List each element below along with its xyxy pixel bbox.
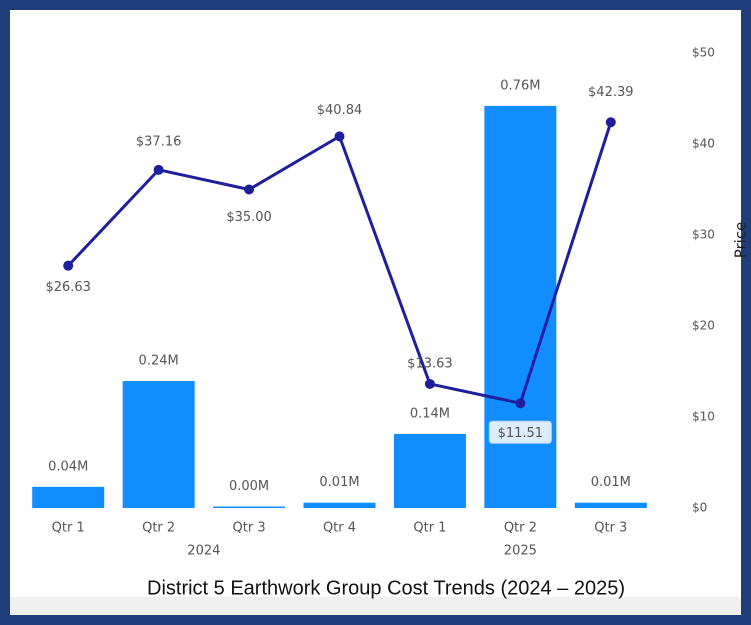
line-point xyxy=(63,260,74,271)
line-point xyxy=(605,117,616,128)
bar xyxy=(122,381,195,508)
y2-tick-label: $40 xyxy=(692,137,715,151)
bar-value-label: 0.01M xyxy=(591,475,631,490)
line-value-label: $35.00 xyxy=(226,210,272,225)
line-value-label: $40.84 xyxy=(317,103,363,118)
line-value-label: $26.63 xyxy=(45,280,91,295)
bar-value-label: 0.14M xyxy=(410,406,450,421)
line-point xyxy=(334,131,345,142)
x-group-label: 2025 xyxy=(504,544,537,559)
x-tick-label: Qtr 1 xyxy=(52,521,85,536)
x-tick-label: Qtr 1 xyxy=(413,521,446,536)
footer-strip xyxy=(10,597,741,615)
y2-tick-label: $30 xyxy=(692,228,715,242)
label-highlight xyxy=(488,420,552,444)
bar xyxy=(484,105,557,508)
y2-axis-title: Price xyxy=(732,222,750,259)
line-point xyxy=(153,164,164,175)
bar xyxy=(393,433,466,508)
y2-tick-label: $50 xyxy=(692,46,715,60)
bar-value-label: 0.04M xyxy=(48,459,88,474)
x-tick-label: Qtr 2 xyxy=(504,521,537,536)
x-tick-label: Qtr 4 xyxy=(323,521,356,536)
y2-tick-label: $20 xyxy=(692,319,715,333)
y2-tick-label: $0 xyxy=(692,501,707,515)
line-value-label: $11.51 xyxy=(498,426,544,441)
line-value-label: $42.39 xyxy=(588,85,634,100)
x-tick-label: Qtr 3 xyxy=(594,521,627,536)
x-tick-label: Qtr 2 xyxy=(142,521,175,536)
line-value-label: $37.16 xyxy=(136,134,182,149)
bar xyxy=(32,486,105,508)
bar-value-label: 0.00M xyxy=(229,479,269,494)
x-tick-label: Qtr 3 xyxy=(233,521,266,536)
y2-tick-label: $10 xyxy=(692,410,715,424)
bar xyxy=(213,506,286,508)
bar xyxy=(574,502,647,508)
x-group-label: 2024 xyxy=(187,544,220,559)
bar-value-label: 0.76M xyxy=(500,78,540,93)
line-point xyxy=(244,184,255,195)
bar xyxy=(303,502,376,508)
line-value-label: $13.63 xyxy=(407,356,453,371)
chart-title: District 5 Earthwork Group Cost Trends (… xyxy=(147,577,625,599)
bar-value-label: 0.01M xyxy=(319,475,359,490)
bar-value-label: 0.24M xyxy=(139,354,179,369)
line-point xyxy=(424,378,435,389)
line-point xyxy=(515,398,526,409)
